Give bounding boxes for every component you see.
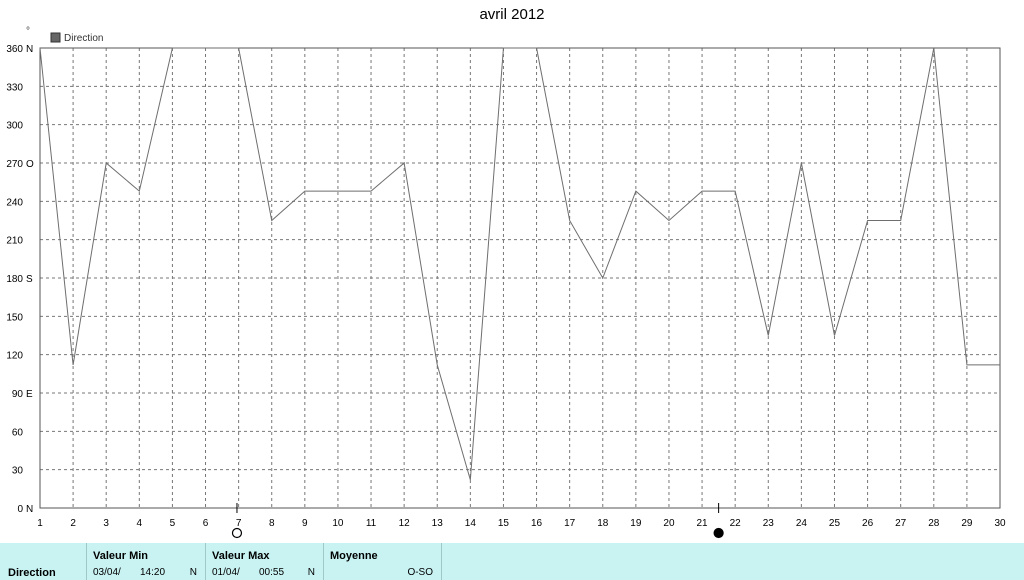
stats-max-value: N	[307, 567, 315, 578]
y-tick-label: 30	[12, 466, 24, 477]
x-tick-label: 12	[399, 518, 411, 529]
stats-min-time: 14:20	[140, 567, 166, 578]
x-tick-label: 15	[498, 518, 510, 529]
y-tick-label: 330	[6, 82, 23, 93]
x-tick-label: 6	[203, 518, 209, 529]
x-tick-label: 13	[432, 518, 444, 529]
stats-mean-value: O-SO	[407, 567, 433, 578]
x-tick-label: 3	[103, 518, 109, 529]
chart-ticks: 1 2 3 4 5 6 7 8 9 10 11 12 13 14 15 16 17 18 19 20 21 22 23 24 2…	[6, 44, 1006, 529]
stats-min-date: 03/04/	[93, 567, 121, 578]
y-tick-label: 120	[6, 351, 23, 362]
stats-max-date: 01/04/	[212, 567, 240, 578]
x-tick-label: 16	[531, 518, 543, 529]
y-tick-label: 210	[6, 236, 23, 247]
stats-row-label: Direction	[8, 567, 56, 579]
stats-label-cell	[0, 543, 87, 580]
moon-phase-markers	[231, 503, 724, 539]
y-tick-label: 180	[6, 274, 23, 285]
x-tick-label: 30	[994, 518, 1006, 529]
x-tick-label: 18	[597, 518, 609, 529]
x-tick-label: 20	[663, 518, 675, 529]
x-tick-label: 10	[332, 518, 344, 529]
full-moon-icon	[231, 527, 243, 539]
stats-panel: Direction Valeur Min 03/04/ 14:20 N Vale…	[0, 543, 1024, 580]
y-cardinal-label: O	[26, 159, 34, 170]
x-tick-label: 28	[928, 518, 940, 529]
chart-grid	[40, 48, 1000, 508]
x-tick-label: 24	[796, 518, 808, 529]
y-cardinal-label: E	[26, 389, 33, 400]
legend-label-direction: Direction	[64, 33, 103, 44]
x-tick-label: 23	[763, 518, 775, 529]
unit-symbol: °	[26, 26, 30, 37]
y-tick-label: 90	[12, 389, 24, 400]
x-tick-label: 9	[302, 518, 308, 529]
x-tick-label: 11	[366, 518, 377, 529]
y-cardinal-label: N	[26, 504, 33, 515]
y-tick-label: 150	[6, 312, 23, 323]
stats-mean-cell: Moyenne O-SO	[324, 543, 442, 580]
x-tick-label: 27	[895, 518, 907, 529]
y-tick-label: 0	[17, 504, 23, 515]
stats-max-header: Valeur Max	[212, 550, 270, 562]
x-tick-label: 1	[37, 518, 43, 529]
stats-mean-header: Moyenne	[330, 550, 378, 562]
chart-title: avril 2012	[479, 6, 545, 23]
x-tick-label: 26	[862, 518, 874, 529]
series-line-direction	[39, 47, 1000, 481]
y-cardinal-label: N	[26, 44, 33, 55]
x-tick-label: 2	[70, 518, 76, 529]
y-tick-label: 300	[6, 121, 23, 132]
x-tick-label: 14	[465, 518, 477, 529]
new-moon-icon	[713, 527, 724, 539]
direction-chart: 1 2 3 4 5 6 7 8 9 10 11 12 13 14 15 16 17 18 19 20 21 22 23 24 2…	[6, 26, 1006, 539]
stats-min-header: Valeur Min	[93, 550, 149, 562]
x-tick-label: 7	[236, 518, 242, 529]
y-tick-label: 360	[6, 44, 23, 55]
y-tick-label: 60	[12, 427, 24, 438]
x-tick-label: 4	[137, 518, 143, 529]
y-tick-label: 270	[6, 159, 23, 170]
x-tick-label: 19	[630, 518, 642, 529]
x-tick-label: 5	[170, 518, 176, 529]
x-tick-label: 25	[829, 518, 841, 529]
y-cardinal-label: S	[26, 274, 33, 285]
legend-swatch-direction	[50, 32, 61, 43]
stats-min-value: N	[189, 567, 197, 578]
chart-series	[39, 47, 1000, 481]
x-tick-label: 22	[730, 518, 742, 529]
x-tick-label: 17	[564, 518, 576, 529]
y-tick-label: 240	[6, 197, 23, 208]
x-tick-label: 29	[961, 518, 973, 529]
stats-max-time: 00:55	[259, 567, 285, 578]
x-tick-label: 8	[269, 518, 275, 529]
stats-max-cell: Valeur Max 01/04/ 00:55 N	[206, 543, 324, 580]
chart-legend: ° Direction	[26, 26, 103, 44]
x-tick-label: 21	[697, 518, 709, 529]
stats-min-cell: Valeur Min 03/04/ 14:20 N	[87, 543, 206, 580]
